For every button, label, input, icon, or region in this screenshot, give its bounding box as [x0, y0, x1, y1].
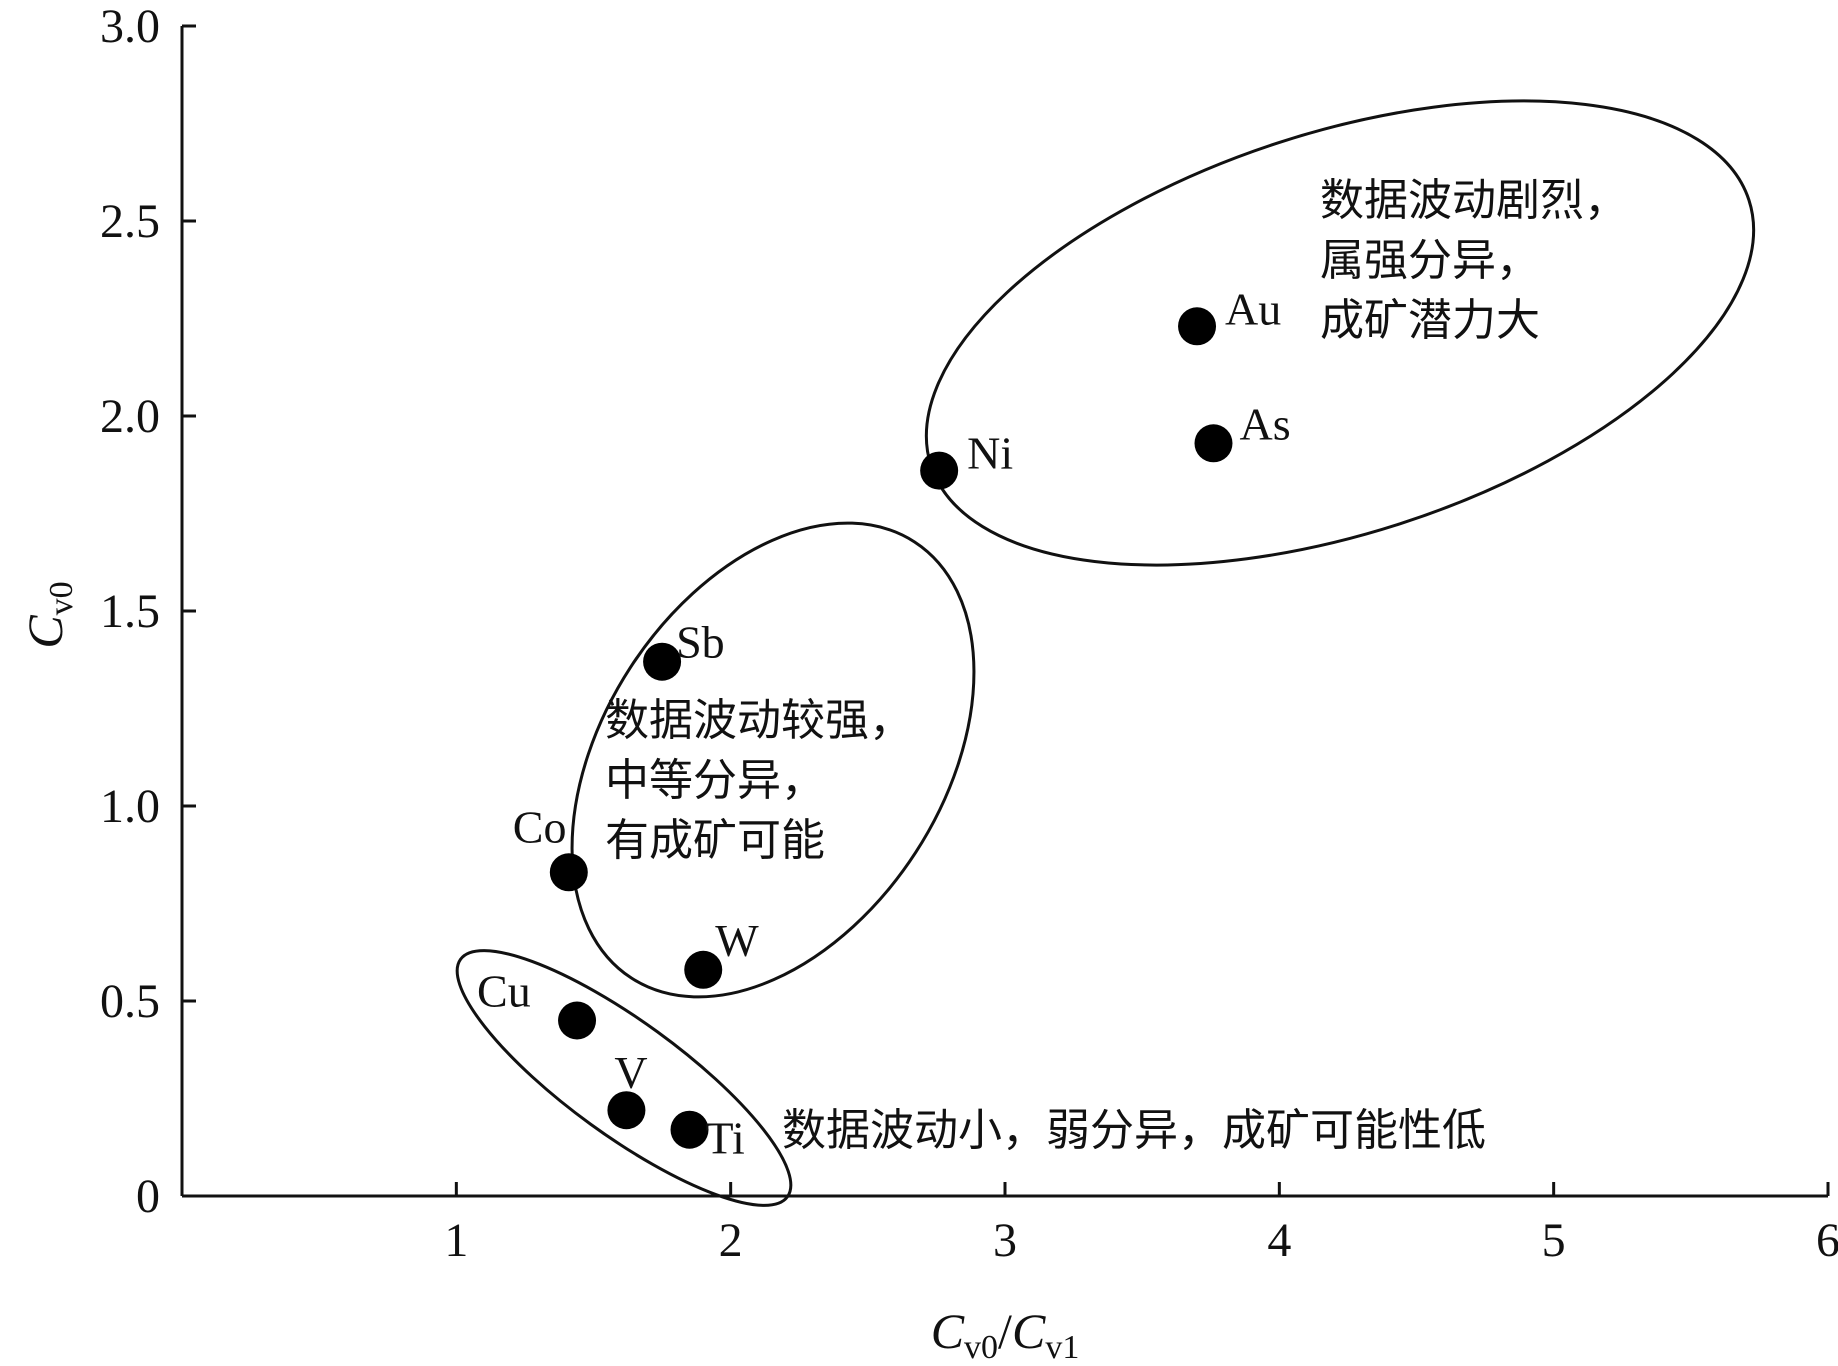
data-point-sb [643, 642, 682, 681]
data-point-au [1178, 307, 1217, 346]
y-ticks: 0 0.5 1.0 1.5 2.0 2.5 3.0 [100, 0, 196, 1223]
data-point-ni [920, 451, 959, 490]
y-tick-label: 3.0 [100, 0, 160, 53]
group-annotation-high-line-2: 属强分异， [1320, 235, 1540, 286]
x-tick-label: 5 [1542, 1214, 1566, 1267]
data-point-cu [558, 1001, 597, 1040]
data-point-co [549, 853, 588, 892]
data-points: Au As Ni Sb Co W Cu V Ti [477, 283, 1291, 1163]
group-annotation-medium-line-2: 中等分异， [605, 755, 825, 806]
data-point-w [684, 950, 723, 989]
point-label-cu: Cu [477, 966, 531, 1017]
group-annotation-low: 数据波动小，弱分异，成矿可能性低 [782, 1105, 1486, 1156]
point-label-ni: Ni [967, 428, 1013, 479]
y-tick-label: 1.5 [100, 585, 160, 638]
x-tick-label: 1 [444, 1214, 468, 1267]
group-ellipse-low [455, 949, 793, 1207]
y-axis-title: Cv0 [17, 581, 80, 648]
point-label-co: Co [513, 801, 567, 852]
group-annotation-high-line-3: 成矿潜力大 [1320, 295, 1540, 346]
group-annotation-medium-line-1: 数据波动较强， [605, 695, 913, 746]
x-ticks: 1 2 3 4 5 6 [444, 1182, 1838, 1267]
y-tick-label: 0.5 [100, 975, 160, 1028]
x-tick-label: 6 [1816, 1214, 1838, 1267]
data-point-as [1194, 424, 1233, 463]
group-annotation-high-line-1: 数据波动剧烈， [1320, 175, 1628, 226]
x-tick-label: 3 [993, 1214, 1017, 1267]
group-annotation-medium-line-3: 有成矿可能 [605, 815, 825, 866]
point-label-v: V [614, 1047, 647, 1098]
y-tick-label: 2.5 [100, 195, 160, 248]
y-tick-label: 2.0 [100, 390, 160, 443]
x-axis-title: Cv0/Cv1 [931, 1303, 1080, 1366]
x-tick-label: 4 [1267, 1214, 1291, 1267]
group-ellipse-medium [570, 521, 976, 999]
y-tick-label: 0 [136, 1170, 160, 1223]
point-label-w: W [715, 915, 759, 966]
point-label-as: As [1239, 398, 1290, 449]
point-label-au: Au [1225, 283, 1281, 334]
data-point-ti [670, 1110, 709, 1149]
x-tick-label: 2 [719, 1214, 743, 1267]
point-label-ti: Ti [706, 1113, 745, 1164]
y-tick-label: 1.0 [100, 780, 160, 833]
point-label-sb: Sb [676, 617, 725, 668]
data-point-v [607, 1091, 646, 1130]
